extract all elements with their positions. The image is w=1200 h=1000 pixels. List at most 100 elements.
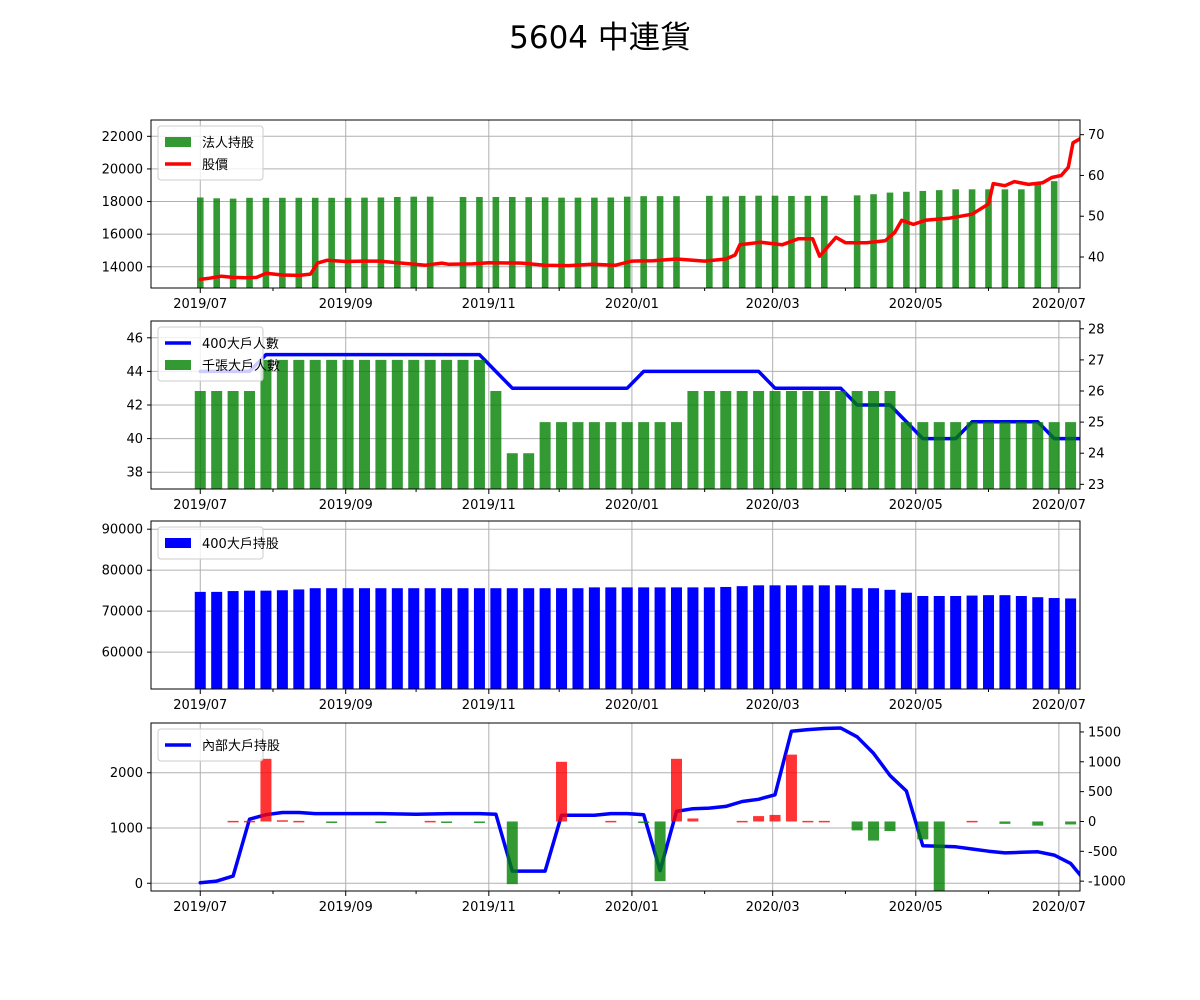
bar <box>968 189 976 288</box>
bar <box>244 391 256 489</box>
bar <box>293 820 305 823</box>
y2-tick-label: 0 <box>1088 815 1096 830</box>
bar <box>506 453 518 489</box>
bar <box>935 190 943 288</box>
plot-area <box>151 120 1080 288</box>
bar <box>804 195 812 288</box>
x-tick-label: 2019/09 <box>319 498 373 513</box>
bar <box>621 422 633 489</box>
plot-area <box>151 321 1125 489</box>
y-tick-label: 20000 <box>102 162 143 177</box>
bar <box>1034 183 1042 288</box>
bar <box>706 195 713 288</box>
x-tick-label: 2020/03 <box>746 900 800 915</box>
bar <box>375 359 387 489</box>
legend-bar-swatch <box>165 137 191 147</box>
x-tick-label: 2020/05 <box>889 297 943 312</box>
bar <box>703 587 715 689</box>
bar <box>506 821 518 885</box>
bar <box>556 588 568 689</box>
bar <box>344 197 352 288</box>
bar <box>933 821 945 891</box>
bar <box>539 422 551 489</box>
bar <box>670 422 682 489</box>
bar <box>391 359 403 489</box>
bar <box>309 588 321 689</box>
x-tick-label: 2019/07 <box>173 498 227 513</box>
bar <box>457 359 469 489</box>
x-tick-label: 2019/07 <box>173 900 227 915</box>
bar <box>736 820 748 823</box>
bar <box>966 595 978 689</box>
y2-tick-label: 26 <box>1088 385 1105 400</box>
bar <box>638 422 650 489</box>
bar <box>211 591 223 689</box>
bar <box>506 588 518 689</box>
bar <box>903 191 910 288</box>
bar <box>851 391 863 489</box>
y2-tick-label: 23 <box>1088 478 1105 493</box>
bar <box>1015 422 1027 489</box>
bar <box>244 590 256 689</box>
x-tick-label: 2020/07 <box>1032 297 1086 312</box>
bar <box>246 197 253 288</box>
bar <box>1032 422 1044 489</box>
bar <box>623 196 631 288</box>
y-tick-label: 70000 <box>102 605 143 620</box>
bar <box>621 587 633 689</box>
y2-tick-label: 24 <box>1088 447 1105 462</box>
bar <box>771 195 779 288</box>
x-tick-label: 2020/03 <box>746 698 800 713</box>
legend-bar-swatch <box>165 360 191 370</box>
bar <box>1015 595 1027 689</box>
bar <box>785 585 797 689</box>
y-tick-label: 18000 <box>102 195 143 210</box>
bar <box>211 391 223 489</box>
panel-2: 2019/07 2019/09 2019/11 2020/01 2020/03 2020/… <box>126 320 1125 513</box>
y-tick-label: 2000 <box>110 766 143 781</box>
bar <box>868 391 880 489</box>
figure-title: 5604 中連貨 <box>509 20 691 56</box>
bar <box>917 595 929 689</box>
bar <box>227 820 239 823</box>
y2-tick-label: 27 <box>1088 353 1105 368</box>
bar <box>950 422 962 489</box>
bar <box>933 422 945 489</box>
y-tick-label: 0 <box>135 877 143 892</box>
bar <box>654 821 666 882</box>
axes-frame <box>150 119 1081 289</box>
bar <box>457 588 469 689</box>
bar <box>196 197 204 288</box>
bar <box>541 197 549 288</box>
bar <box>326 588 338 689</box>
bar <box>818 585 830 689</box>
y2-tick-label: 28 <box>1088 322 1105 337</box>
bar <box>194 591 206 689</box>
legend-label: 內部大戶持股 <box>202 739 280 754</box>
bar <box>818 391 830 489</box>
bar <box>588 587 600 689</box>
y2-tick-label: 40 <box>1088 251 1105 266</box>
bar <box>424 588 436 689</box>
bar <box>375 821 387 823</box>
bar <box>884 821 896 832</box>
legend-label: 法人持股 <box>202 136 254 151</box>
y-tick-label: 46 <box>126 331 143 346</box>
y-tick-label: 16000 <box>102 228 143 243</box>
legend-bar-swatch <box>165 538 191 548</box>
legend-label: 千張大戶人數 <box>202 359 280 374</box>
bar <box>1114 422 1125 489</box>
y-tick-label: 14000 <box>102 260 143 275</box>
panel-4: 2019/07 2019/09 2019/11 2020/01 2020/03 2020/… <box>110 722 1126 915</box>
bar <box>654 422 666 489</box>
bar <box>605 422 617 489</box>
bar <box>802 820 814 823</box>
series-line <box>198 136 1080 282</box>
bar <box>441 359 453 489</box>
y2-tick-label: -1000 <box>1088 875 1126 890</box>
bar <box>802 391 814 489</box>
bar <box>523 453 535 489</box>
bar <box>591 197 598 288</box>
legend-box <box>157 526 264 560</box>
